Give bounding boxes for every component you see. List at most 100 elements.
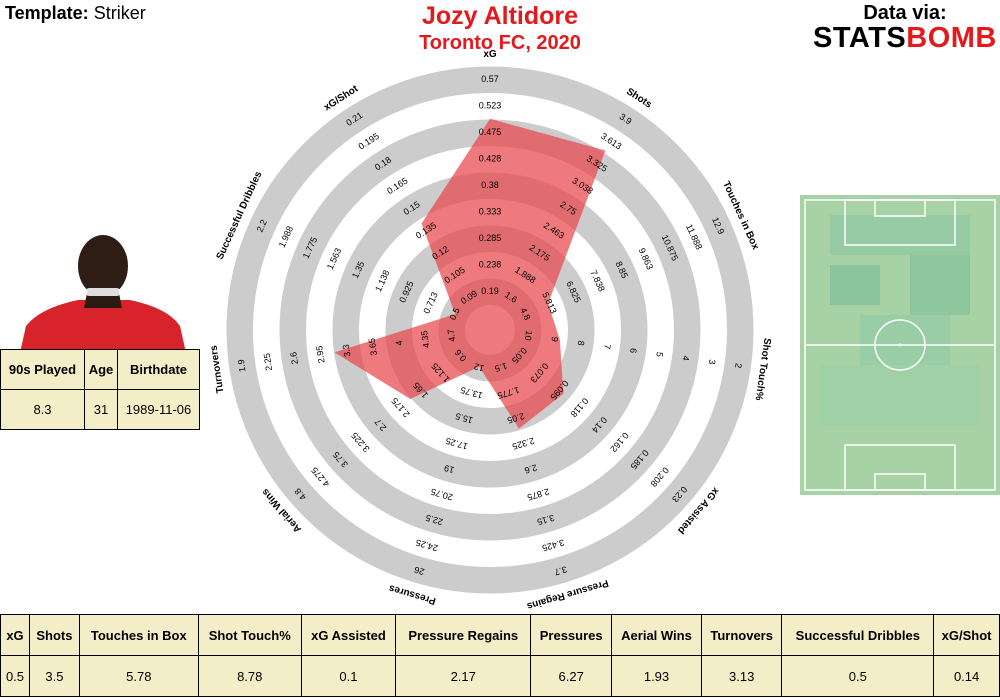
radar-tick-label: 2.875: [526, 486, 550, 502]
radar-tick-label: 0.475: [479, 127, 502, 137]
info-header: Birthdate: [116, 349, 201, 390]
chart-subtitle: Toronto FC, 2020: [419, 32, 581, 54]
stats-header: xG/Shot: [933, 614, 1000, 656]
stats-header: xG Assisted: [300, 614, 397, 656]
radar-tick-label: 3.7: [553, 564, 568, 577]
stats-value: 0.5: [781, 655, 935, 697]
radar-chart: 0.190.2380.2850.3330.380.4280.4750.5230.…: [209, 49, 773, 610]
stats-value: 1.93: [611, 655, 702, 697]
logo-stats: STATS: [813, 22, 907, 54]
stats-table: xG Shots Touches in Box Shot Touch% xG A…: [0, 614, 1000, 697]
stats-header: Turnovers: [700, 614, 783, 656]
radar-tick-label: 0.165: [385, 176, 409, 197]
stats-header: Shots: [28, 614, 80, 656]
stats-header: Pressures: [530, 614, 613, 656]
radar-tick-label: 0.333: [479, 207, 502, 217]
radar-tick-label: 2.175: [389, 396, 411, 420]
radar-tick-label: 9.863: [637, 246, 655, 271]
radar-tick-label: 1.138: [373, 269, 391, 294]
radar-tick-label: 3.3: [341, 344, 353, 358]
radar-tick-label: 20.75: [430, 486, 454, 502]
radar-tick-label: 3.15: [536, 513, 556, 528]
radar-tick-label: 2.325: [511, 436, 535, 452]
logo-bomb: BOMB: [906, 22, 997, 54]
radar-polygon: [334, 118, 606, 429]
info-value: 31: [84, 389, 118, 430]
radar-tick-label: 1.988: [277, 224, 295, 249]
data-via-label: Data via:: [863, 2, 947, 24]
stats-header: Successful Dribbles: [781, 614, 935, 656]
radar-tick-label: 12: [473, 361, 485, 373]
radar-tick-label: 2: [733, 363, 744, 369]
radar-tick-label: 0.118: [569, 396, 591, 419]
stats-value: 8.78: [197, 655, 302, 697]
radar-tick-label: 5: [654, 351, 665, 357]
template-label: Template: Striker: [5, 3, 146, 23]
radar-tick-label: 3.613: [599, 131, 623, 152]
radar-tick-label: 2.95: [314, 345, 326, 364]
radar-tick-label: 0.208: [648, 465, 670, 489]
info-header: Age: [84, 349, 118, 390]
heatmap-pitch: [800, 195, 1000, 495]
radar-tick-label: 3.225: [349, 430, 371, 454]
radar-ring: [226, 66, 754, 594]
stats-value: 0.5: [0, 655, 30, 697]
radar-tick-label: 26: [413, 565, 425, 577]
radar-tick-label: 3: [707, 359, 718, 365]
radar-tick-label: 0.38: [481, 180, 499, 190]
radar-tick-label: 2.6: [523, 462, 538, 475]
radar-tick-label: 24.25: [415, 537, 439, 553]
stats-value: 0.14: [933, 655, 1000, 697]
radar-tick-label: 3.65: [367, 337, 379, 356]
radar-tick-label: 6: [628, 347, 639, 353]
stats-value: 0.1: [300, 655, 397, 697]
radar-tick-label: 0.162: [608, 430, 630, 454]
stats-header: Touches in Box: [78, 614, 199, 656]
radar-tick-label: 13.75: [459, 385, 483, 401]
radar-tick-label: 1.563: [325, 246, 343, 271]
radar-tick-label: 0.5: [447, 306, 461, 322]
radar-tick-label: 1.9: [236, 359, 248, 373]
radar-tick-label: 0.195: [357, 131, 381, 152]
radar-tick-label: 7: [602, 344, 613, 350]
stats-header: Shot Touch%: [197, 614, 302, 656]
info-value: 8.3: [0, 389, 85, 430]
radar-tick-label: 4: [394, 340, 405, 346]
radar-tick-label: 4.275: [309, 465, 331, 489]
radar-tick-label: 19: [443, 463, 455, 475]
radar-tick-label: 0.238: [479, 260, 502, 270]
radar-tick-label: 0.57: [481, 74, 499, 84]
stats-value: 2.17: [395, 655, 532, 697]
radar-axis-label: xG: [483, 49, 497, 60]
stats-value: 3.13: [700, 655, 783, 697]
player-photo: [20, 235, 186, 353]
info-value: 1989-11-06: [116, 389, 201, 430]
radar-tick-label: 22.5: [424, 513, 444, 528]
radar-tick-label: 7.838: [588, 269, 606, 294]
stats-header: Aerial Wins: [611, 614, 702, 656]
stats-header: Pressure Regains: [395, 614, 532, 656]
radar-tick-label: 2.6: [288, 351, 300, 365]
chart-title: Jozy Altidore: [421, 2, 579, 30]
stats-header: xG: [0, 614, 30, 656]
player-info-table: 90s Played Age Birthdate 8.3 31 1989-11-…: [0, 349, 201, 430]
radar-tick-label: 17.25: [444, 436, 468, 452]
template-value: Striker: [93, 3, 146, 23]
radar-tick-label: 0.713: [421, 291, 439, 316]
stats-value: 6.27: [530, 655, 613, 697]
radar-tick-label: 2.05: [506, 411, 526, 426]
info-header: 90s Played: [0, 349, 85, 390]
radar-tick-label: 4: [681, 355, 692, 361]
radar-tick-label: 0.523: [479, 101, 502, 111]
radar-axis-label: Shot Touch%: [753, 337, 773, 401]
stats-value: 3.5: [28, 655, 80, 697]
radar-tick-label: 3.425: [541, 537, 565, 553]
radar-tick-label: 11.888: [684, 222, 704, 251]
radar-tick-label: 4.35: [419, 330, 431, 349]
radar-tick-label: 8: [576, 340, 587, 346]
radar-tick-label: 9: [549, 336, 560, 342]
radar-tick-label: 4.7: [446, 329, 458, 343]
radar-axis-label: Turnovers: [209, 344, 227, 394]
radar-tick-label: 0.19: [481, 286, 499, 296]
radar-tick-label: 10: [523, 330, 534, 341]
